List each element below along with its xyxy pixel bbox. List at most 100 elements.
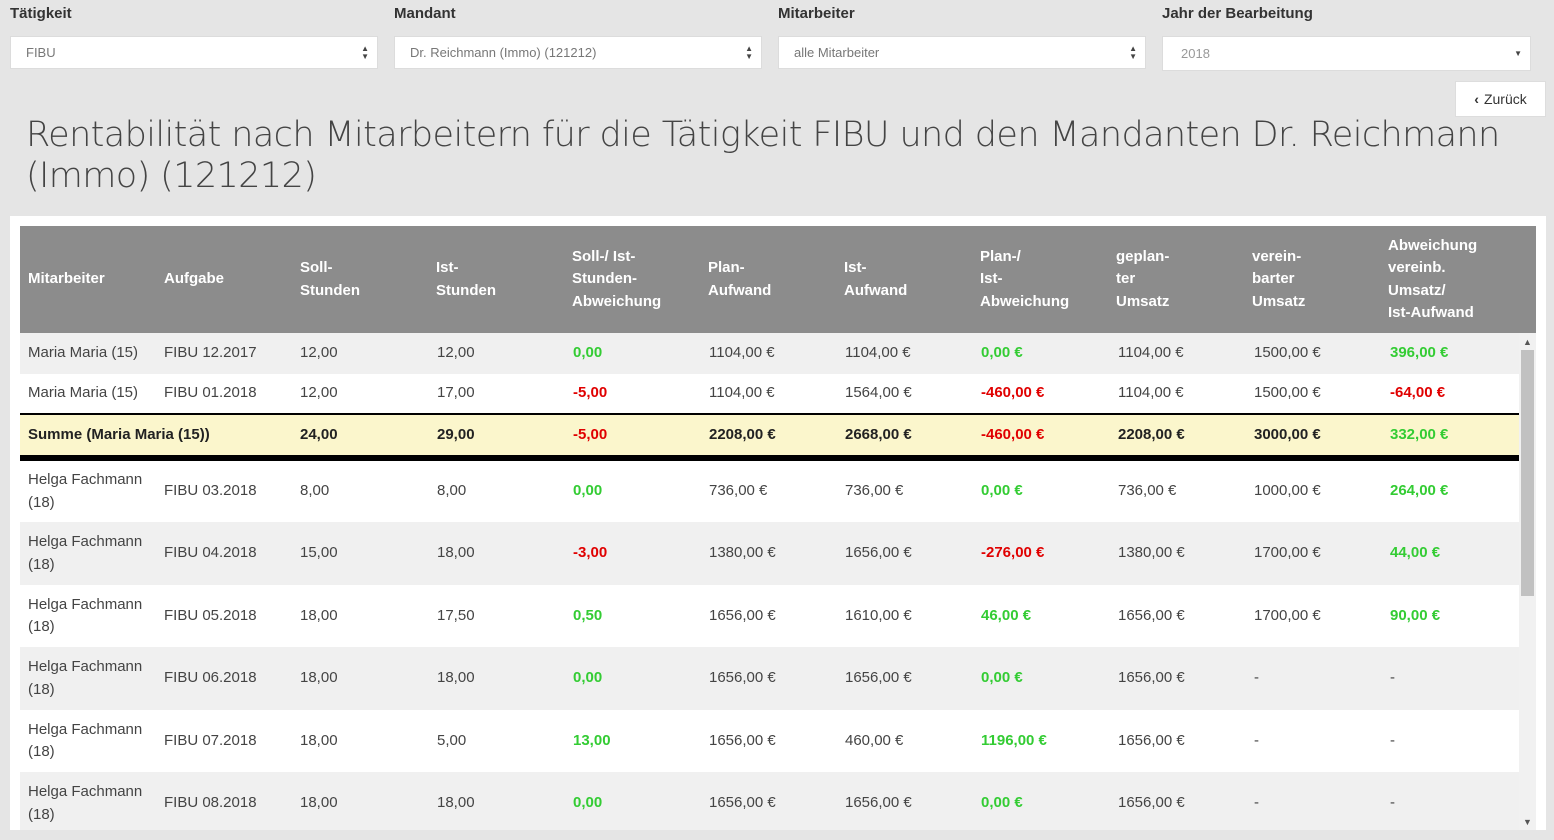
filter-taetigkeit-label: Tätigkeit [10,5,72,22]
table-body[interactable]: Maria Maria (15) FIBU 12.2017 12,00 12,00 0,… [20,333,1519,830]
mitarbeiter-select[interactable]: alle Mitarbeiter ▲ ▼ [778,36,1146,69]
column-header-stunden-abweichung: Soll-/ Ist- Stunden- Abweichung [572,247,662,310]
cell-ist-stunden: 18,00 [437,794,475,812]
table-header: Mitarbeiter Aufgabe Soll- Stunden Ist- Stun… [20,226,1536,333]
cell-ist-aufwand: 1610,00 € [845,606,912,624]
cell-umsatz-abweichung: - [1390,731,1395,749]
cell-plan-aufwand: 2208,00 € [709,425,776,443]
cell-stunden-abweichung: -5,00 [573,384,608,402]
cell-plan-ist-abweichung: 0,00 € [981,344,1023,362]
scrollbar-thumb[interactable] [1521,350,1534,596]
vertical-scrollbar[interactable]: ▲ ▼ [1519,333,1536,830]
cell-plan-aufwand: 1104,00 € [709,344,775,362]
cell-geplanter-umsatz: 1104,00 € [1118,344,1184,362]
cell-umsatz-abweichung: 332,00 € [1390,425,1449,443]
cell-umsatz-abweichung: - [1390,794,1395,812]
page-title: Rentabilität nach Mitarbeitern für die T… [26,115,1500,196]
cell-stunden-abweichung: -5,00 [573,425,608,443]
cell-soll-stunden: 18,00 [300,606,338,624]
cell-geplanter-umsatz: 2208,00 € [1118,425,1185,443]
cell-ist-stunden: 12,00 [437,344,475,362]
cell-geplanter-umsatz: 1656,00 € [1118,669,1185,687]
cell-mitarbeiter: Helga Fachmann (18) [28,595,143,636]
column-header-ist-stunden: Ist- Stunden [436,259,496,299]
cell-mitarbeiter: Summe (Maria Maria (15)) [28,425,210,443]
chevron-left-icon: ‹ [1474,91,1479,107]
cell-ist-aufwand: 460,00 € [845,731,904,749]
cell-mitarbeiter: Helga Fachmann (18) [28,533,143,573]
column-header-umsatz-abweichung: Abweichung vereinb. Umsatz/ Ist-Aufwand [1388,236,1478,322]
column-header-plan-ist-abweichung: Plan-/ Ist- Abweichung [980,247,1070,310]
cell-vereinbarter-umsatz: - [1254,794,1259,812]
profitability-table: Mitarbeiter Aufgabe Soll- Stunden Ist- Stun… [20,226,1536,830]
updown-arrows-icon: ▲ ▼ [745,43,753,61]
cell-soll-stunden: 12,00 [300,344,338,362]
cell-umsatz-abweichung: 396,00 € [1390,344,1449,362]
column-header-vereinbarter-umsatz: verein- barter Umsatz [1252,247,1306,310]
cell-vereinbarter-umsatz: 3000,00 € [1254,425,1321,443]
table-row: Helga Fachmann (18) FIBU 03.2018 8,00 8,00 0… [20,461,1519,522]
cell-plan-ist-abweichung: -276,00 € [981,544,1045,562]
back-button-label: Zurück [1483,91,1527,107]
cell-plan-aufwand: 1656,00 € [709,731,776,749]
cell-aufgabe: FIBU 01.2018 [164,384,257,402]
jahr-select-value: 2018 [1181,46,1210,61]
cell-soll-stunden: 18,00 [300,794,338,812]
cell-stunden-abweichung: 0,00 [573,482,603,500]
cell-mitarbeiter: Maria Maria (15) [28,344,139,362]
cell-aufgabe: FIBU 12.2017 [164,344,257,362]
cell-ist-aufwand: 1656,00 € [845,794,912,812]
back-button[interactable]: ‹ Zurück [1455,81,1546,117]
table-row: Helga Fachmann (18) FIBU 04.2018 15,00 18,0… [20,522,1519,585]
updown-arrows-icon: ▲ ▼ [361,43,369,61]
cell-mitarbeiter: Helga Fachmann (18) [28,783,143,823]
table-row: Helga Fachmann (18) FIBU 07.2018 18,00 5,00… [20,710,1519,772]
scroll-down-arrow-icon[interactable]: ▼ [1523,816,1532,827]
table-row: Maria Maria (15) FIBU 01.2018 12,00 17,00 -5… [20,374,1519,413]
cell-ist-aufwand: 2668,00 € [845,425,912,443]
mandant-select[interactable]: Dr. Reichmann (Immo) (121212) ▲ ▼ [394,36,762,69]
cell-plan-aufwand: 1656,00 € [709,669,776,687]
taetigkeit-select-value: FIBU [26,45,56,60]
cell-umsatz-abweichung: - [1390,669,1395,687]
cell-plan-ist-abweichung: 0,00 € [981,482,1023,500]
taetigkeit-select[interactable]: FIBU ▲ ▼ [10,36,378,69]
filter-jahr-label: Jahr der Bearbeitung [1162,5,1313,22]
cell-plan-aufwand: 1656,00 € [709,606,776,624]
cell-plan-aufwand: 1656,00 € [709,794,776,812]
cell-soll-stunden: 8,00 [300,482,330,500]
cell-ist-stunden: 8,00 [437,482,467,500]
cell-plan-aufwand: 736,00 € [709,482,768,500]
filter-mitarbeiter-label: Mitarbeiter [778,5,855,22]
mitarbeiter-select-value: alle Mitarbeiter [794,45,880,60]
cell-umsatz-abweichung: 264,00 € [1390,482,1449,500]
cell-vereinbarter-umsatz: 1700,00 € [1254,606,1321,624]
cell-ist-stunden: 17,50 [437,606,475,624]
cell-ist-stunden: 18,00 [437,544,475,562]
cell-geplanter-umsatz: 736,00 € [1118,482,1177,500]
cell-ist-aufwand: 1656,00 € [845,544,912,562]
cell-stunden-abweichung: 0,00 [573,794,603,812]
cell-vereinbarter-umsatz: 1500,00 € [1254,384,1321,402]
cell-vereinbarter-umsatz: 1700,00 € [1254,544,1321,562]
cell-ist-stunden: 29,00 [437,425,475,443]
cell-geplanter-umsatz: 1104,00 € [1118,384,1184,402]
cell-plan-aufwand: 1380,00 € [709,544,776,562]
cell-stunden-abweichung: 0,00 [573,344,603,362]
cell-stunden-abweichung: 13,00 [573,731,611,749]
cell-ist-aufwand: 1104,00 € [845,344,911,362]
cell-vereinbarter-umsatz: 1500,00 € [1254,344,1321,362]
scroll-up-arrow-icon[interactable]: ▲ [1523,336,1532,347]
cell-geplanter-umsatz: 1380,00 € [1118,544,1185,562]
jahr-select[interactable]: 2018 ▼ [1162,36,1531,71]
cell-aufgabe: FIBU 05.2018 [164,606,257,624]
cell-umsatz-abweichung: 44,00 € [1390,544,1441,562]
cell-stunden-abweichung: -3,00 [573,544,608,562]
cell-stunden-abweichung: 0,00 [573,669,603,687]
cell-aufgabe: FIBU 07.2018 [164,731,257,749]
table-panel: Mitarbeiter Aufgabe Soll- Stunden Ist- Stun… [10,216,1546,830]
cell-plan-ist-abweichung: 0,00 € [981,669,1023,687]
cell-mitarbeiter: Helga Fachmann (18) [28,720,143,761]
column-header-mitarbeiter: Mitarbeiter [28,270,105,288]
column-header-geplanter-umsatz: geplan- ter Umsatz [1116,247,1170,310]
